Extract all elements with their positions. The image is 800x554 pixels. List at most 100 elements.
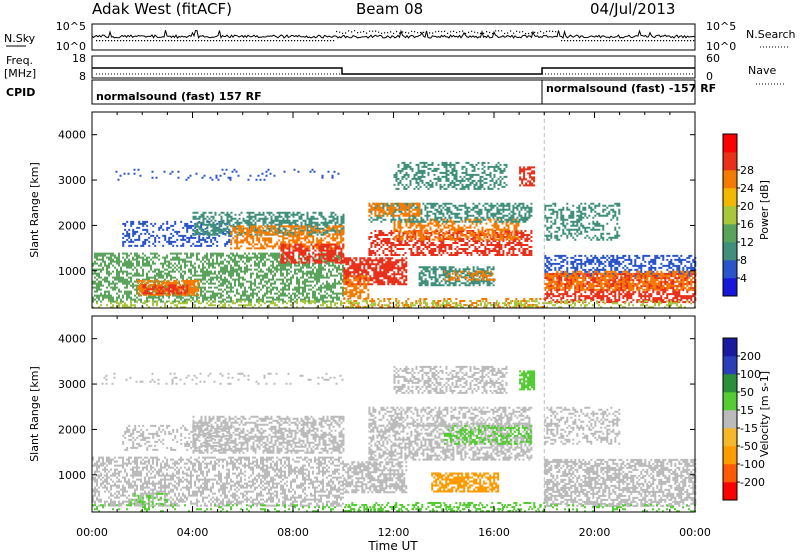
- power-band-cells-3: [137, 279, 200, 296]
- velocity-band-7: [443, 424, 532, 445]
- power-ytick-label-3: 4000: [58, 129, 86, 142]
- velocity-band-cells-8: [368, 406, 533, 427]
- velocity-band-1: [122, 424, 233, 451]
- power-band-cells-4: [142, 284, 189, 295]
- velocity-band-cells-7: [443, 424, 532, 445]
- velocity-ytick-label-0: 1000: [58, 469, 86, 482]
- velocity-heatmap: [92, 316, 697, 513]
- velocity-colorbar-swatch-5: [723, 392, 737, 411]
- velocity-band-5: [343, 461, 408, 494]
- noise-right-tick-bottom: 10^0: [706, 40, 736, 53]
- beam-title: Beam 08: [356, 0, 423, 18]
- power-colorbar-tick-label-6: 28: [740, 164, 754, 177]
- cpid-segment-1: normalsound (fast) 157 RF: [96, 90, 262, 103]
- power-colorbar-label: Power [dB]: [758, 180, 771, 240]
- power-band-13: [368, 202, 421, 217]
- power-colorbar-swatch-4: [723, 206, 737, 225]
- velocity-band-cells-10: [431, 472, 500, 493]
- time-tick-label-6: 00:00: [679, 526, 711, 539]
- power-colorbar-swatch-5: [723, 188, 737, 207]
- time-tick-label-2: 08:00: [277, 526, 309, 539]
- cpid-panel-frame: [91, 79, 696, 105]
- power-band-5: [192, 211, 345, 236]
- station-title: Adak West (fitACF): [92, 0, 232, 18]
- power-colorbar-swatch-1: [723, 260, 737, 279]
- power-colorbar-swatch-7: [723, 152, 737, 171]
- velocity-band-cells-1: [122, 424, 233, 451]
- freq-trace: [92, 67, 695, 75]
- power-band-16: [443, 270, 496, 281]
- power-colorbar-tick-label-5: 24: [740, 182, 754, 195]
- velocity-colorbar-swatch-2: [723, 446, 737, 465]
- power-band-cells-0: [115, 168, 340, 181]
- power-colorbar-frame: [722, 133, 738, 297]
- power-band-10: [368, 230, 533, 256]
- time-axis: 00:00 04:00 08:00 12:00 16:00 20:00 00:00: [76, 526, 711, 539]
- power-band-cells-16: [443, 270, 496, 281]
- velocity-colorbar-swatch-1: [723, 464, 737, 483]
- velocity-colorbar-tick-label-7: 200: [740, 350, 761, 363]
- power-colorbar-swatch-6: [723, 170, 737, 189]
- power-band-cells-2: [92, 252, 344, 303]
- power-band-cells-5: [192, 211, 345, 236]
- power-band-cells-11: [393, 218, 520, 241]
- velocity-colorbar-tick-label-0: -200: [740, 476, 765, 489]
- power-band-7: [280, 243, 345, 264]
- power-band-4: [142, 284, 189, 295]
- power-band-6: [230, 225, 345, 250]
- power-colorbar: 4 8 12 16 20 24 28: [722, 133, 754, 297]
- nave-tick-top: 60: [706, 52, 720, 65]
- velocity-colorbar: -200 -100 -50 -15 15 50 100 200: [722, 337, 765, 501]
- power-band-cells-20: [544, 254, 697, 277]
- power-colorbar-swatch-0: [723, 278, 737, 297]
- time-tick-label-3: 12:00: [378, 526, 410, 539]
- power-colorbar-tick-label-2: 12: [740, 236, 754, 249]
- power-band-cells-10: [368, 230, 533, 256]
- power-band-3: [137, 279, 200, 296]
- power-band-20: [544, 254, 697, 277]
- power-band-1: [122, 220, 233, 247]
- noise-left-tick-top: 10^5: [56, 20, 86, 33]
- power-colorbar-swatch-2: [723, 242, 737, 261]
- noise-left-label: N.Sky: [4, 32, 36, 45]
- power-band-cells-7: [280, 243, 345, 264]
- noise-search-trace: [96, 30, 695, 42]
- velocity-band-cells-3: [129, 492, 168, 505]
- noise-sky-trace: [91, 29, 696, 46]
- power-band-cells-1: [122, 220, 233, 247]
- power-band-cells-14: [393, 161, 508, 190]
- power-band-cells-8: [343, 257, 408, 286]
- power-ylabel: Slant Range [km]: [28, 162, 41, 258]
- power-band-14: [393, 161, 508, 190]
- power-band-8: [343, 257, 408, 286]
- velocity-band-cells-4: [192, 415, 345, 454]
- velocity-band-cells-11: [519, 370, 536, 391]
- power-band-15: [418, 266, 495, 287]
- velocity-band-0: [101, 372, 344, 385]
- velocity-colorbar-swatch-3: [723, 428, 737, 447]
- velocity-band-9: [393, 365, 508, 394]
- power-band-cells-15: [418, 266, 495, 287]
- velocity-band-8: [368, 406, 533, 427]
- time-axis-label: Time UT: [367, 539, 418, 553]
- velocity-band-cells-13: [544, 406, 621, 445]
- noise-right-tick-top: 10^5: [706, 20, 736, 33]
- power-ytick-label-2: 3000: [58, 174, 86, 187]
- power-band-cells-9: [343, 275, 370, 300]
- freq-panel-frame: [91, 55, 696, 79]
- freq-label-line2: [MHz]: [4, 67, 36, 80]
- power-band-2: [92, 252, 344, 303]
- time-tick-label-4: 16:00: [478, 526, 510, 539]
- noise-right-label: N.Search: [746, 28, 796, 41]
- velocity-ytick-label-3: 4000: [58, 333, 86, 346]
- time-tick-label-1: 04:00: [177, 526, 209, 539]
- velocity-band-14: [544, 458, 697, 507]
- time-tick-label-5: 20:00: [579, 526, 611, 539]
- velocity-ytick-label-2: 3000: [58, 378, 86, 391]
- velocity-colorbar-tick-label-6: 100: [740, 368, 761, 381]
- velocity-colorbar-swatch-6: [723, 374, 737, 393]
- velocity-band-3: [129, 492, 168, 505]
- freq-tick-bottom: 8: [79, 70, 86, 83]
- velocity-band-11: [519, 370, 536, 391]
